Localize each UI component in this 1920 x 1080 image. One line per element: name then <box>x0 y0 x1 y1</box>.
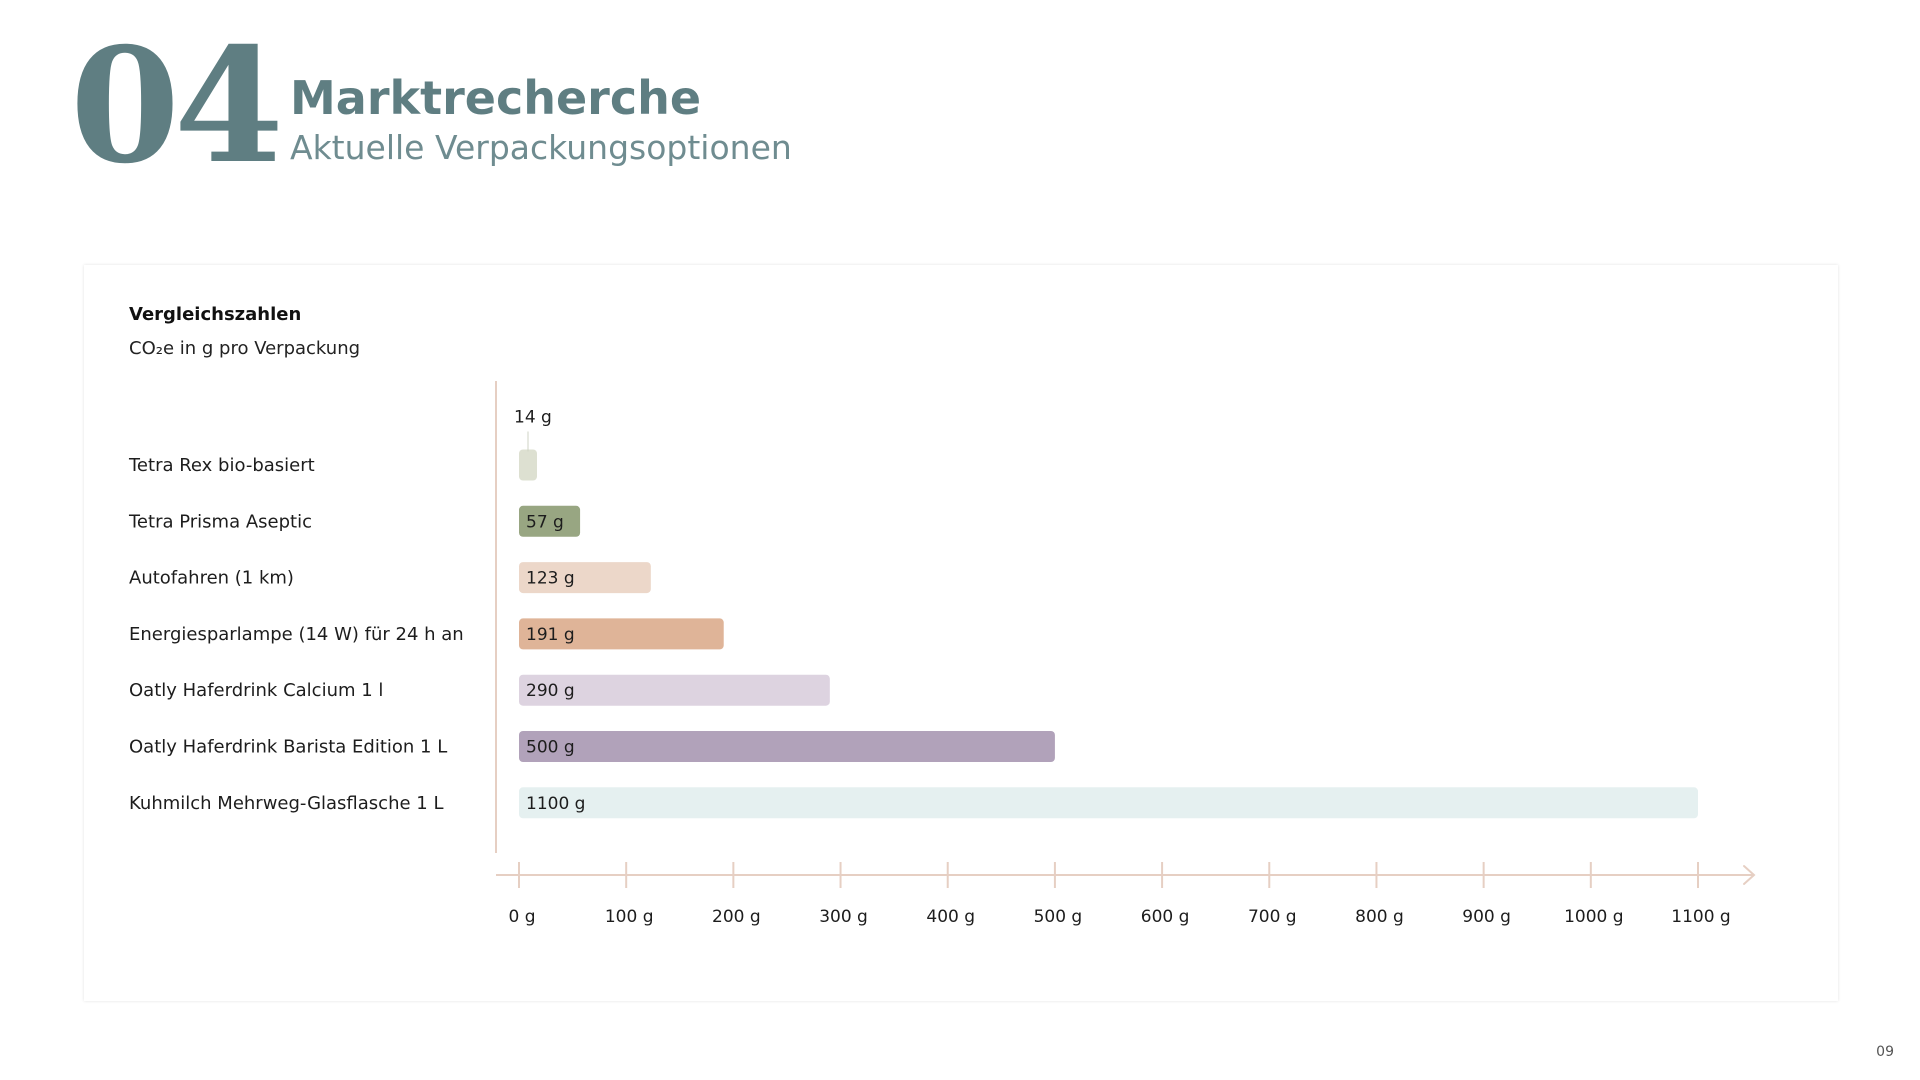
value-label: 500 g <box>526 738 575 758</box>
value-label: 123 g <box>526 569 575 589</box>
x-tick-label: 500 g <box>1034 907 1083 927</box>
bar <box>519 449 537 481</box>
value-label: 191 g <box>526 625 575 645</box>
value-label: 1100 g <box>526 794 585 814</box>
category-label: Autofahren (1 km) <box>129 568 294 589</box>
x-tick-label: 700 g <box>1248 907 1297 927</box>
category-label: Tetra Rex bio-basiert <box>128 455 315 476</box>
category-label: Kuhmilch Mehrweg-Glasflasche 1 L <box>129 793 443 814</box>
section-number: 04 <box>70 14 284 199</box>
category-label: Oatly Haferdrink Calcium 1 l <box>129 680 383 701</box>
title-block: Marktrecherche Aktuelle Verpackungsoptio… <box>290 70 792 170</box>
bar <box>519 505 581 537</box>
x-axis-arrow <box>1743 865 1756 885</box>
x-tick-label: 100 g <box>605 907 654 927</box>
page-title: Marktrecherche <box>290 71 702 125</box>
category-label: Oatly Haferdrink Barista Edition 1 L <box>129 737 447 758</box>
x-tick-label: 0 g <box>508 907 535 927</box>
value-label: 14 g <box>514 408 552 428</box>
bar-chart: 0 g 100 g 200 g 300 g 400 g 500 g 600 g 700 g 80… <box>128 381 1756 927</box>
chart-subtitle: CO₂e in g pro Verpackung <box>129 338 361 359</box>
chart-title: Vergleichszahlen <box>129 304 302 325</box>
value-label: 57 g <box>526 512 564 532</box>
bar <box>519 674 830 706</box>
chart-card: Vergleichszahlen CO₂e in g pro Verpackun… <box>84 265 1838 1001</box>
x-tick-label: 300 g <box>819 907 868 927</box>
value-label: 290 g <box>526 681 575 701</box>
x-tick-label: 800 g <box>1355 907 1404 927</box>
x-tick-label: 900 g <box>1462 907 1511 927</box>
x-tick-label: 400 g <box>926 907 975 927</box>
bar <box>519 787 1698 819</box>
page-subtitle: Aktuelle Verpackungsoptionen <box>290 128 792 167</box>
category-label: Tetra Prisma Aseptic <box>128 511 312 532</box>
x-tick-label: 600 g <box>1141 907 1190 927</box>
category-label: Energiesparlampe (14 W) für 24 h an <box>129 624 464 645</box>
page-number: 09 <box>1876 1044 1894 1060</box>
x-tick-label: 1000 g <box>1564 907 1623 927</box>
bar <box>519 731 1055 762</box>
bar <box>519 562 651 594</box>
x-tick-label: 1100 g <box>1671 907 1730 927</box>
x-tick-label: 200 g <box>712 907 761 927</box>
bar <box>519 618 724 650</box>
